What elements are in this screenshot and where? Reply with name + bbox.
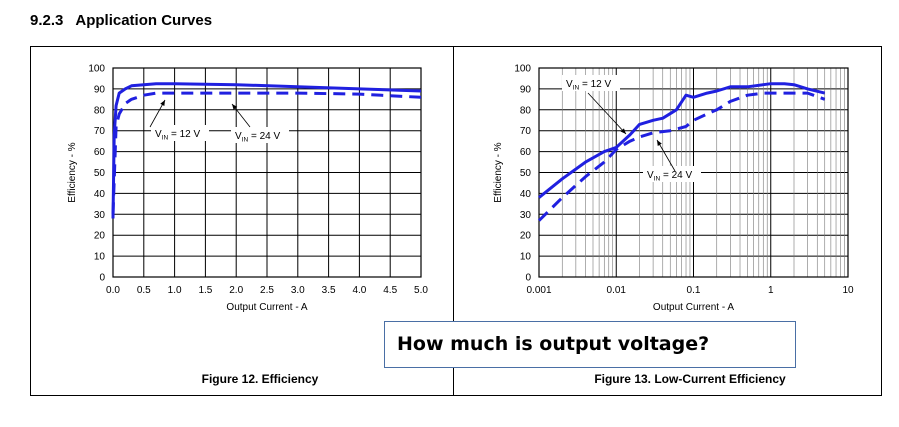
x-tick-label: 0.1	[687, 285, 701, 296]
x-tick-label: 3.5	[322, 285, 336, 296]
y-tick-label: 40	[520, 189, 532, 200]
x-tick-label: 0.0	[106, 285, 120, 296]
y-tick-label: 10	[520, 252, 532, 263]
y-tick-label: 60	[520, 147, 532, 158]
x-tick-label: 1.0	[168, 285, 182, 296]
series-line-vin-24v	[537, 91, 826, 222]
series-pointer-arrow	[160, 100, 165, 106]
section-title: Application Curves	[75, 12, 213, 29]
y-tick-label: 30	[520, 210, 532, 221]
y-tick-label: 80	[94, 105, 106, 116]
series-label: VIN = 12 V	[155, 129, 200, 142]
y-tick-label: 90	[520, 84, 532, 95]
series-line-vin-24v	[111, 91, 422, 215]
x-tick-label: 2.5	[260, 285, 274, 296]
series-label: VIN = 24 V	[647, 170, 692, 183]
x-tick-label: 4.5	[383, 285, 397, 296]
x-axis-label: Output Current - A	[653, 302, 734, 313]
x-tick-label: 1.5	[198, 285, 212, 296]
series-label-bg	[562, 75, 620, 91]
figure-13-caption: Figure 13. Low-Current Efficiency	[594, 372, 786, 386]
y-tick-label: 20	[520, 231, 532, 242]
y-tick-label: 70	[520, 126, 532, 137]
y-tick-label: 20	[94, 231, 106, 242]
series-line-vin-12v	[111, 82, 422, 219]
y-tick-label: 60	[94, 147, 106, 158]
series-pointer-arrow	[620, 128, 626, 134]
y-tick-label: 30	[94, 210, 106, 221]
series-pointer-line	[587, 92, 627, 135]
y-axis-label: Efficiency - %	[493, 142, 504, 202]
figure-12-caption: Figure 12. Efficiency	[201, 372, 319, 386]
x-tick-label: 4.0	[352, 285, 366, 296]
y-tick-label: 80	[520, 105, 532, 116]
x-tick-label: 5.0	[414, 285, 428, 296]
y-tick-label: 10	[94, 252, 106, 263]
y-tick-label: 50	[94, 168, 106, 179]
figure-divider	[453, 46, 454, 396]
series-pointer-arrow	[657, 140, 662, 146]
y-tick-label: 0	[525, 273, 531, 284]
series-label: VIN = 12 V	[566, 79, 611, 92]
series-label-bg	[643, 166, 701, 182]
series-label-bg	[151, 125, 209, 141]
series-pointer-arrow	[232, 104, 238, 110]
x-tick-label: 0.5	[137, 285, 151, 296]
x-tick-label: 3.0	[291, 285, 305, 296]
x-tick-label: 0.001	[526, 285, 551, 296]
x-tick-label: 0.01	[607, 285, 627, 296]
y-tick-label: 50	[520, 168, 532, 179]
y-tick-label: 100	[88, 64, 105, 75]
series-pointer-line	[656, 139, 676, 172]
y-tick-label: 90	[94, 84, 106, 95]
figure-frame	[30, 46, 882, 396]
section-number: 9.2.3	[30, 12, 64, 29]
section-heading: 9.2.3 Application Curves	[30, 12, 212, 29]
x-tick-label: 1	[768, 285, 774, 296]
y-tick-label: 70	[94, 126, 106, 137]
series-line-vin-12v	[538, 82, 826, 199]
x-tick-label: 2.0	[229, 285, 243, 296]
y-axis-label: Efficiency - %	[67, 142, 78, 202]
y-tick-label: 0	[99, 273, 105, 284]
series-label: VIN = 24 V	[235, 131, 280, 144]
y-tick-label: 40	[94, 189, 106, 200]
x-axis-label: Output Current - A	[226, 302, 307, 313]
x-tick-label: 10	[842, 285, 854, 296]
question-callout: How much is output voltage?	[384, 321, 796, 368]
y-tick-label: 100	[514, 64, 531, 75]
plot-border	[538, 67, 849, 278]
series-label-bg	[231, 127, 289, 143]
